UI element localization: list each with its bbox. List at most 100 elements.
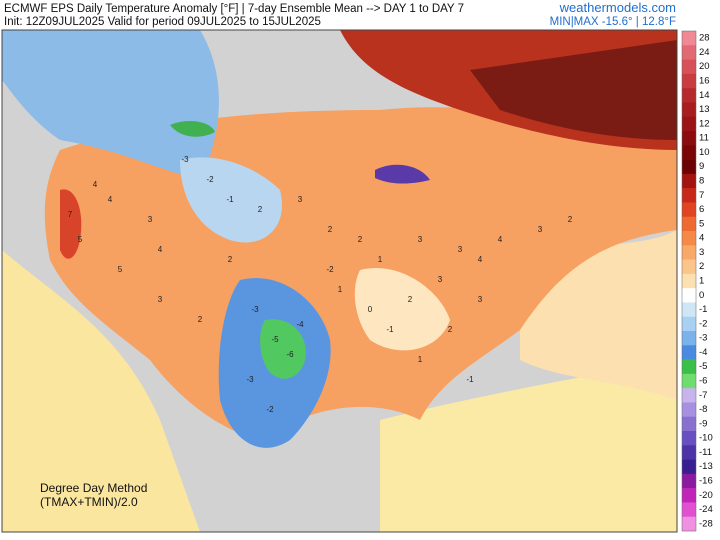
station-value: 1 <box>338 285 343 294</box>
southeast-neutral <box>354 268 450 351</box>
station-value: 4 <box>498 235 503 244</box>
subtitle: Init: 12Z09JUL2025 Valid for period 09JU… <box>4 16 321 28</box>
pacific-warm <box>2 250 200 532</box>
colorbar-swatch <box>682 245 696 260</box>
colorbar-swatch <box>682 445 696 460</box>
station-values: 4 4 7 5 3 -3 -2 -1 2 3 2 2 1 3 3 4 3 2 -3 -5 -6 -4 -3 -2 1 0 -1 2 3 4… <box>68 155 573 414</box>
station-value: 2 <box>258 205 263 214</box>
station-value: 3 <box>438 275 443 284</box>
station-value: 4 <box>108 195 113 204</box>
station-value: 1 <box>418 355 423 364</box>
canada-hotter <box>470 40 677 140</box>
colorbar-swatch <box>682 302 696 318</box>
colorbar-label: 8 <box>699 176 704 187</box>
colorbar-label: 10 <box>699 147 710 158</box>
note-line1: Degree Day Method <box>40 481 147 495</box>
station-value: 3 <box>418 235 423 244</box>
colorbar-swatch <box>682 516 696 532</box>
colorbar-label: -5 <box>699 361 707 372</box>
colorbar-label: -16 <box>699 476 713 487</box>
station-value: -1 <box>226 195 234 204</box>
colorbar-label: -1 <box>699 304 707 315</box>
rockies-cool <box>180 157 282 243</box>
colorbar-swatch <box>682 88 696 103</box>
colorbar-swatch <box>682 359 696 375</box>
station-value: -3 <box>251 305 259 314</box>
station-value: -3 <box>246 375 254 384</box>
colorbar-swatch <box>682 316 696 332</box>
texas-green <box>260 319 306 379</box>
colorbar-label: -8 <box>699 404 707 415</box>
colorbar-frame <box>681 30 697 532</box>
colorbar-swatch <box>682 416 696 432</box>
colorbar-label: 5 <box>699 218 704 229</box>
station-value: 2 <box>568 215 573 224</box>
station-value: 3 <box>158 295 163 304</box>
colorbar-swatch <box>682 131 696 146</box>
colorbar-label: 2 <box>699 261 704 272</box>
title: ECMWF EPS Daily Temperature Anomaly [°F]… <box>4 3 464 15</box>
colorbar-swatch <box>682 102 696 118</box>
bc-green <box>170 120 215 137</box>
station-value: 3 <box>458 245 463 254</box>
colorbar-swatch <box>682 431 696 446</box>
station-value: 5 <box>118 265 123 274</box>
colorbar-swatch <box>682 402 696 418</box>
colorbar-label: -6 <box>699 376 707 387</box>
station-value: -4 <box>296 320 304 329</box>
colorbar-swatch <box>682 331 696 346</box>
station-value: 2 <box>328 225 333 234</box>
lake-superior <box>375 164 430 184</box>
station-value: 5 <box>78 235 83 244</box>
station-value: -2 <box>266 405 274 414</box>
station-value: -1 <box>386 325 394 334</box>
colorbar-label: 12 <box>699 118 710 129</box>
colorbar-label: 7 <box>699 190 704 201</box>
station-value: -1 <box>466 375 474 384</box>
colorbar-swatch <box>682 216 696 232</box>
station-value: 4 <box>478 255 483 264</box>
colorbar-label: -9 <box>699 418 707 429</box>
station-value: 4 <box>158 245 163 254</box>
colorbar-swatch <box>682 459 696 475</box>
colorbar-swatch <box>682 273 696 289</box>
colorbar-label: 1 <box>699 276 704 287</box>
station-value: 7 <box>68 210 73 219</box>
colorbar-label: -28 <box>699 518 713 529</box>
colorbar-swatch <box>682 31 696 46</box>
colorbar-swatch <box>682 188 696 203</box>
colorbar-label: 20 <box>699 61 710 72</box>
atlantic-warm <box>380 360 677 532</box>
colorbar-swatch <box>682 59 696 75</box>
colorbar-swatch <box>682 73 696 89</box>
colorbar-swatch <box>682 288 696 303</box>
station-value: 4 <box>93 180 98 189</box>
map-frame <box>1 29 678 533</box>
colorbar-label: 6 <box>699 204 704 215</box>
colorbar-label: -13 <box>699 461 713 472</box>
colorbar-label: -20 <box>699 490 713 501</box>
colorbar-label: -2 <box>699 318 707 329</box>
colorbar-swatch <box>682 259 696 275</box>
station-value: 2 <box>198 315 203 324</box>
colorbar-label: 14 <box>699 90 710 101</box>
station-value: -5 <box>271 335 279 344</box>
colorbar: 2824201614131211109876543210-1-2-3-4-5-6… <box>681 30 713 532</box>
colorbar-swatch <box>682 116 696 132</box>
colorbar-label: -3 <box>699 333 707 344</box>
station-value: 2 <box>448 325 453 334</box>
colorbar-label: 16 <box>699 76 710 87</box>
colorbar-label: 13 <box>699 104 710 115</box>
colorbar-label: 11 <box>699 133 709 144</box>
map <box>1 29 678 533</box>
california-hot <box>60 189 82 259</box>
colorbar-swatch <box>682 159 696 175</box>
note-line2: (TMAX+TMIN)/2.0 <box>40 495 138 509</box>
colorbar-label: -7 <box>699 390 707 401</box>
station-value: -6 <box>286 350 294 359</box>
station-value: 3 <box>538 225 543 234</box>
station-value: 1 <box>378 255 383 264</box>
colorbar-swatch <box>682 345 696 360</box>
colorbar-label: -10 <box>699 433 713 444</box>
colorbar-swatch <box>682 488 696 503</box>
